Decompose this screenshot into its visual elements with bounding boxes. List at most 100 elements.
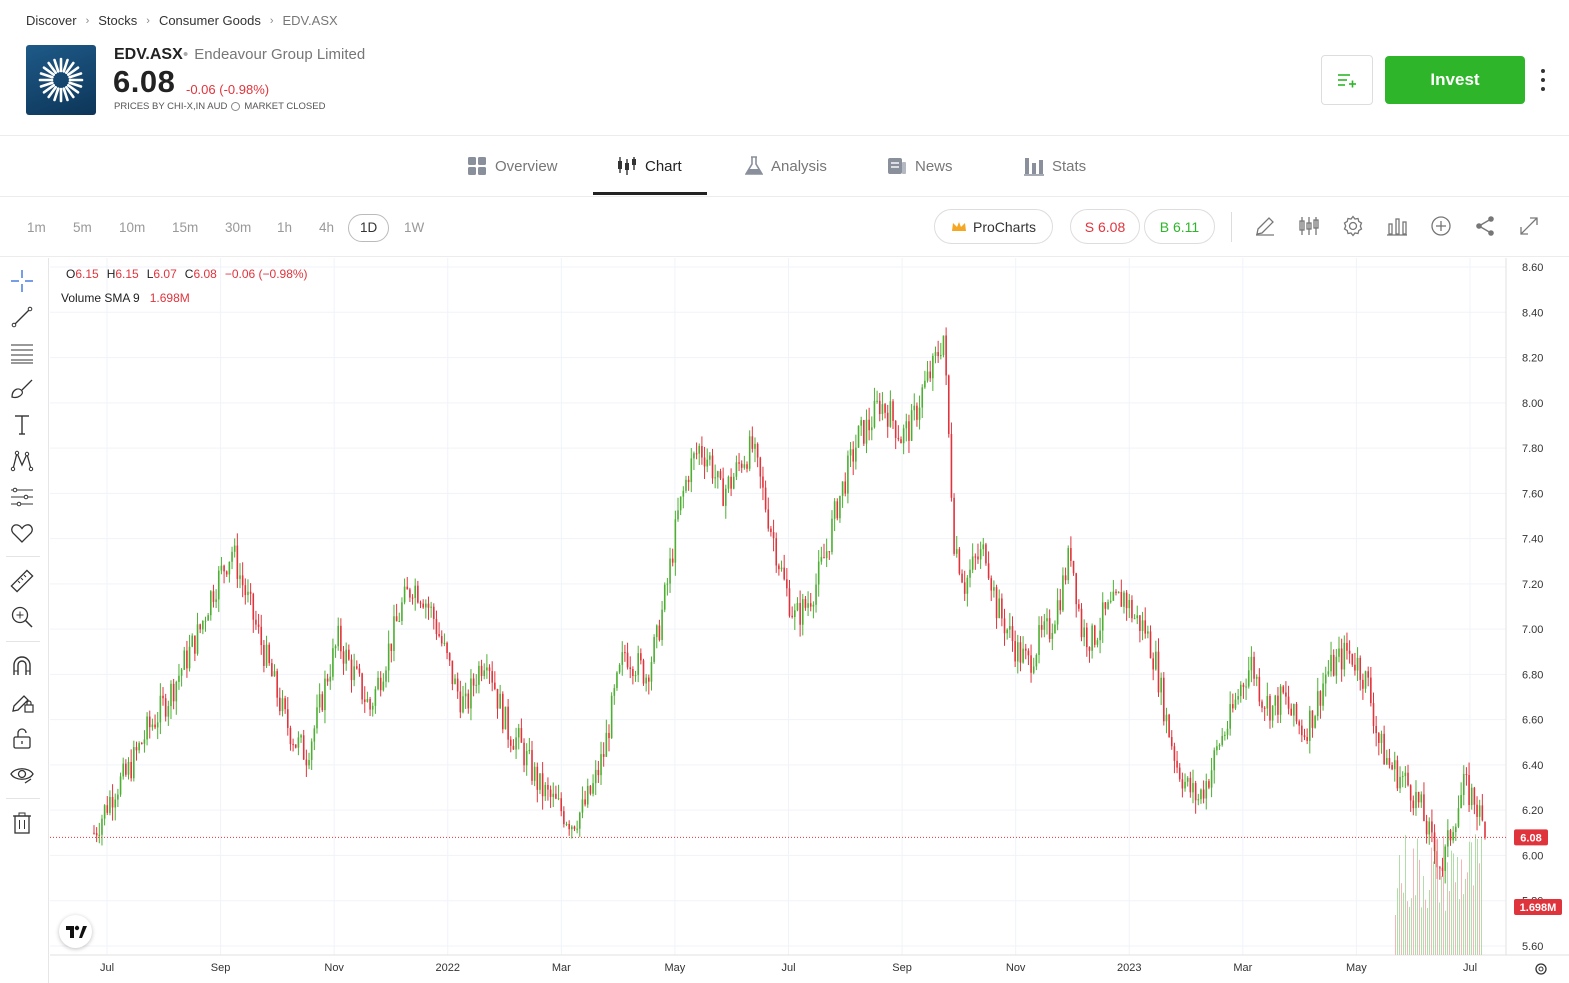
candle-body [1274,695,1277,706]
candle-body [812,604,815,607]
y-tick-label: 7.60 [1522,488,1543,500]
share-icon[interactable] [1473,214,1497,238]
breadcrumb-consumer-goods[interactable]: Consumer Goods [158,13,261,28]
eye-icon[interactable] [9,761,35,787]
candle-body [279,697,281,712]
candle-body [456,678,459,692]
tab-overview-label: Overview [495,157,558,175]
breadcrumb-discover[interactable]: Discover [26,13,77,28]
candle-body [443,642,446,644]
magnet-icon[interactable] [9,653,35,679]
price-chart[interactable]: 8.60 8.40 8.20 8.00 7.80 7.60 7.40 7.20 7.00 6.80… [0,258,1569,983]
candle-body [748,436,751,469]
buy-button[interactable]: B 6.11 [1144,209,1215,244]
candle-body [1072,560,1075,574]
breadcrumb-current: EDV.ASX [282,13,338,28]
text-icon[interactable] [9,412,35,438]
candle-body [1372,703,1375,726]
candle-body [170,683,172,707]
prediction-icon[interactable] [9,484,35,510]
candle-body [844,481,847,494]
chart-type-icon[interactable] [1385,214,1409,238]
logo-ray [42,83,56,94]
brush-icon[interactable] [9,376,35,402]
favorite-icon[interactable] [9,520,35,546]
candle-body [870,427,873,431]
tab-chart[interactable]: Chart [617,153,682,179]
fullscreen-icon[interactable] [1517,214,1541,238]
tab-analysis[interactable]: Analysis [745,153,827,179]
volume-bar [1435,845,1436,955]
breadcrumb-stocks[interactable]: Stocks [98,13,138,28]
tradingview-logo-icon[interactable] [59,915,92,948]
timeframe-10m[interactable]: 10m [119,220,146,235]
candle-body [969,569,971,578]
candle-body [1083,627,1085,638]
candle-body [448,653,451,661]
candle-body [1261,701,1263,708]
timeframe-1w[interactable]: 1W [404,220,425,235]
volume-legend-label: Volume SMA 9 [61,291,140,305]
settings-icon[interactable] [1341,214,1365,238]
indicators-icon[interactable] [1297,214,1321,238]
volume-bar [1413,848,1414,955]
timeframe-1m[interactable]: 1m [27,220,46,235]
candle-body [265,644,268,666]
fib-icon[interactable] [9,340,35,366]
volume-legend: Volume SMA 9 1.698M [61,291,190,305]
candle-body [703,457,706,467]
candle-body [194,635,196,654]
timeframe-4h[interactable]: 4h [319,220,335,235]
candle-body [902,428,905,444]
candle-body [730,476,732,489]
timeframe-15m[interactable]: 15m [172,220,199,235]
sell-button[interactable]: S 6.08 [1070,209,1140,244]
candle-body [1229,704,1231,729]
timeframe-5m[interactable]: 5m [73,220,92,235]
timeframe-1d[interactable]: 1D [348,214,390,242]
candle-body [223,565,225,572]
candle-body [889,401,892,427]
zoom-icon[interactable] [9,604,35,630]
candle-body [1245,686,1247,688]
add-icon[interactable] [1429,214,1453,238]
candle-body [1054,624,1056,634]
candle-body [709,455,711,460]
candle-body [1168,714,1170,738]
timeframe-30m[interactable]: 30m [225,220,252,235]
tab-news[interactable]: News [887,153,953,179]
tab-overview[interactable]: Overview [467,153,558,179]
candle-body [1247,670,1250,687]
candle-body [1271,705,1274,721]
trendline-icon[interactable] [9,304,35,330]
tabs-divider [0,196,1569,197]
pattern-icon[interactable] [9,448,35,474]
pencil-icon[interactable] [1253,214,1277,238]
company-name: • Endeavour Group Limited [183,46,365,63]
candle-body [1293,703,1295,716]
crosshair-icon[interactable] [9,268,35,294]
candle-body [1189,777,1192,793]
ruler-icon[interactable] [9,568,35,594]
candle-body [571,826,573,830]
procharts-button[interactable]: ProCharts [934,209,1053,244]
add-to-watchlist-button[interactable] [1321,55,1373,105]
timeframe-1h[interactable]: 1h [277,220,293,235]
bar-chart-icon [1024,158,1044,176]
candle-body [525,751,528,766]
more-options-icon[interactable] [1535,66,1551,94]
candle-body [727,476,730,489]
tab-stats[interactable]: Stats [1024,153,1086,179]
unlock-icon[interactable] [9,725,35,751]
candle-body [191,635,194,647]
candle-body [1279,686,1282,715]
candle-body [1141,620,1144,632]
candle-body [1285,692,1287,697]
candle-body [1460,795,1462,809]
invest-button[interactable]: Invest [1385,56,1525,104]
trash-icon[interactable] [9,810,35,836]
candle-body [1447,830,1449,847]
lock-drawing-icon[interactable] [9,689,35,715]
candle-body [724,488,727,506]
candle-body [860,420,862,426]
